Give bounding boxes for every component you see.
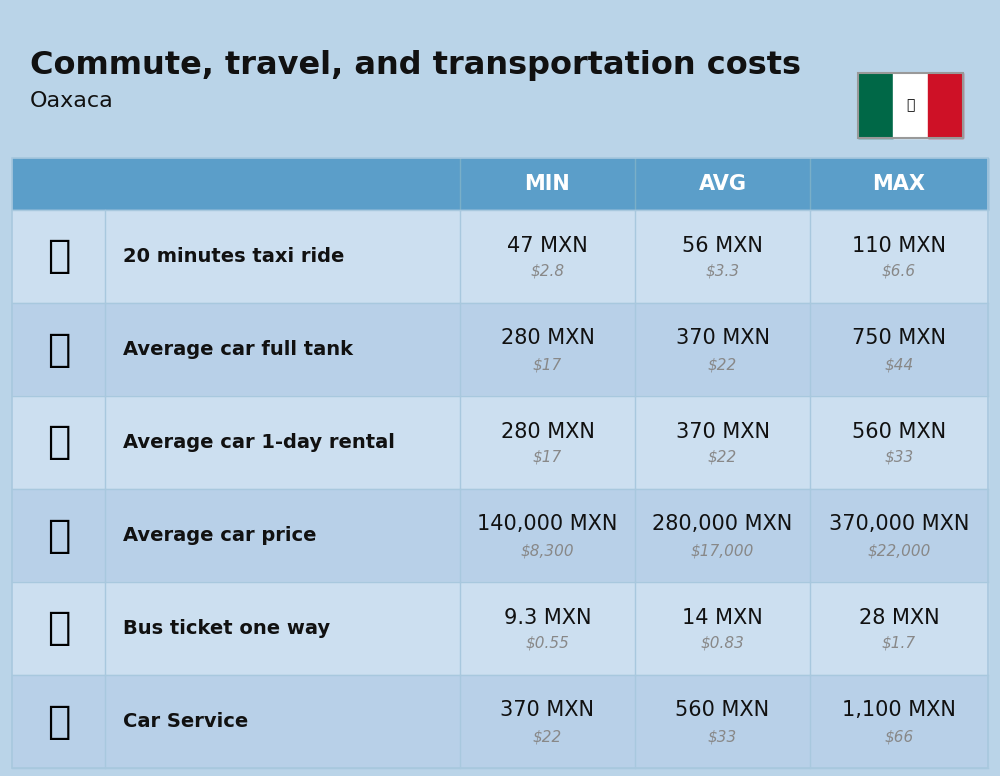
Text: $17: $17 [533,450,562,465]
Text: 9.3 MXN: 9.3 MXN [504,608,591,628]
Text: Average car full tank: Average car full tank [123,340,353,359]
Text: Commute, travel, and transportation costs: Commute, travel, and transportation cost… [30,50,801,81]
Text: 370 MXN: 370 MXN [676,421,770,442]
Text: $0.83: $0.83 [701,636,744,651]
Text: $66: $66 [884,729,914,744]
Text: $22: $22 [533,729,562,744]
Bar [858,73,963,138]
Text: 280 MXN: 280 MXN [501,421,594,442]
Text: Car Service: Car Service [123,712,248,731]
Text: $2.8: $2.8 [530,264,565,279]
Text: 🚕: 🚕 [47,237,70,275]
Bar [12,675,988,768]
Bar [12,158,988,768]
Text: $17,000: $17,000 [691,543,754,558]
Text: MIN: MIN [525,174,570,194]
Bar [928,73,963,138]
Text: 280 MXN: 280 MXN [501,328,594,348]
Text: 28 MXN: 28 MXN [859,608,939,628]
Text: 🦅: 🦅 [906,99,915,113]
Text: $8,300: $8,300 [521,543,574,558]
Bar [12,396,988,489]
Text: 370 MXN: 370 MXN [501,701,594,720]
Text: 370 MXN: 370 MXN [676,328,770,348]
Text: 560 MXN: 560 MXN [852,421,946,442]
Text: 14 MXN: 14 MXN [682,608,763,628]
Text: 280,000 MXN: 280,000 MXN [652,514,793,535]
Text: 560 MXN: 560 MXN [675,701,770,720]
Bar [858,73,893,138]
Text: 47 MXN: 47 MXN [507,235,588,255]
Text: $6.6: $6.6 [882,264,916,279]
Text: $22: $22 [708,450,737,465]
Text: MAX: MAX [872,174,926,194]
Text: $3.3: $3.3 [705,264,740,279]
Text: 750 MXN: 750 MXN [852,328,946,348]
Text: $0.55: $0.55 [526,636,569,651]
Text: 370,000 MXN: 370,000 MXN [829,514,969,535]
Text: $22: $22 [708,357,737,372]
Text: AVG: AVG [698,174,746,194]
Text: Average car price: Average car price [123,526,316,545]
Bar [893,73,928,138]
Text: 🚌: 🚌 [47,609,70,647]
Text: $1.7: $1.7 [882,636,916,651]
Text: Average car 1-day rental: Average car 1-day rental [123,433,395,452]
Text: 110 MXN: 110 MXN [852,235,946,255]
Bar [12,210,988,303]
Text: $44: $44 [884,357,914,372]
Text: $17: $17 [533,357,562,372]
Text: Bus ticket one way: Bus ticket one way [123,619,330,638]
Text: 🚙: 🚙 [47,424,70,462]
Bar [12,158,988,210]
Bar [12,489,988,582]
Text: $33: $33 [708,729,737,744]
Text: 20 minutes taxi ride: 20 minutes taxi ride [123,247,344,266]
Bar [12,303,988,396]
Text: Oaxaca: Oaxaca [30,91,114,111]
Text: 140,000 MXN: 140,000 MXN [477,514,618,535]
Text: 🚗: 🚗 [47,517,70,555]
Text: $33: $33 [884,450,914,465]
Text: ⛽: ⛽ [47,331,70,369]
Text: 1,100 MXN: 1,100 MXN [842,701,956,720]
Text: $22,000: $22,000 [867,543,931,558]
Text: 🔧: 🔧 [47,702,70,740]
Text: 56 MXN: 56 MXN [682,235,763,255]
Bar [12,582,988,675]
